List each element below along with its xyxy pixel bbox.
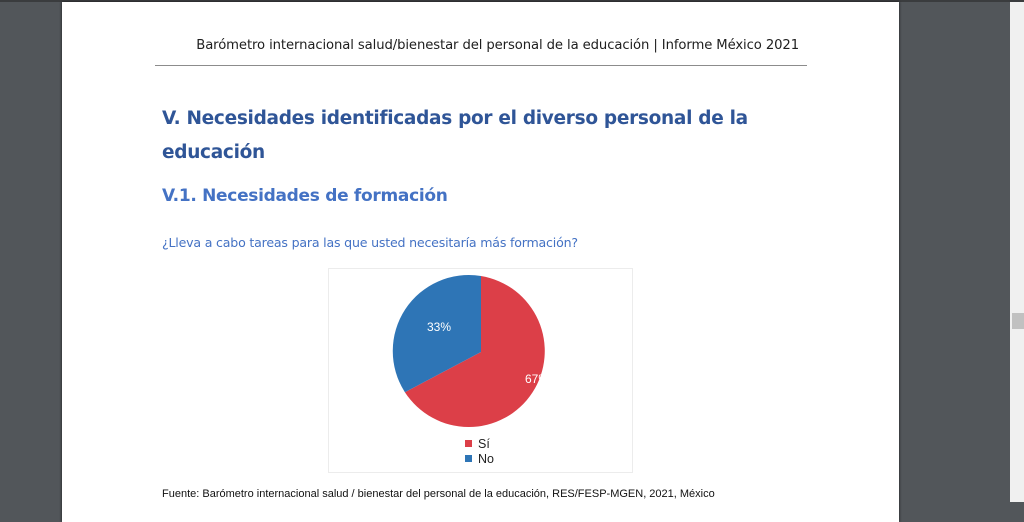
chart-legend: Sí No [465,436,494,466]
vertical-scrollbar[interactable] [1010,2,1024,502]
chart-question: ¿Lleva a cabo tareas para las que usted … [162,235,578,250]
pie-chart: 67% 33% Sí No [328,268,633,473]
legend-swatch-blue [465,455,472,462]
pie-slice-no [392,275,481,393]
scrollbar-thumb[interactable] [1012,313,1024,329]
legend-swatch-red [465,440,472,447]
document-page: Barómetro internacional salud/bienestar … [62,2,899,522]
legend-label: No [478,451,494,466]
pie-label-si: 67% [525,372,549,386]
legend-item-si: Sí [465,436,494,451]
pie-slice-si [404,276,545,428]
running-header: Barómetro internacional salud/bienestar … [196,38,799,53]
legend-label: Sí [478,436,490,451]
legend-item-no: No [465,451,494,466]
source-note: Fuente: Barómetro internacional salud / … [162,488,715,500]
pie-chart-graphic: 67% 33% [392,275,549,428]
section-title: V. Necesidades identificadas por el dive… [162,108,748,163]
window-top-border [0,0,1024,2]
pie-label-no: 33% [427,320,451,334]
header-divider [155,65,807,66]
subsection-title: V.1. Necesidades de formación [162,186,448,206]
